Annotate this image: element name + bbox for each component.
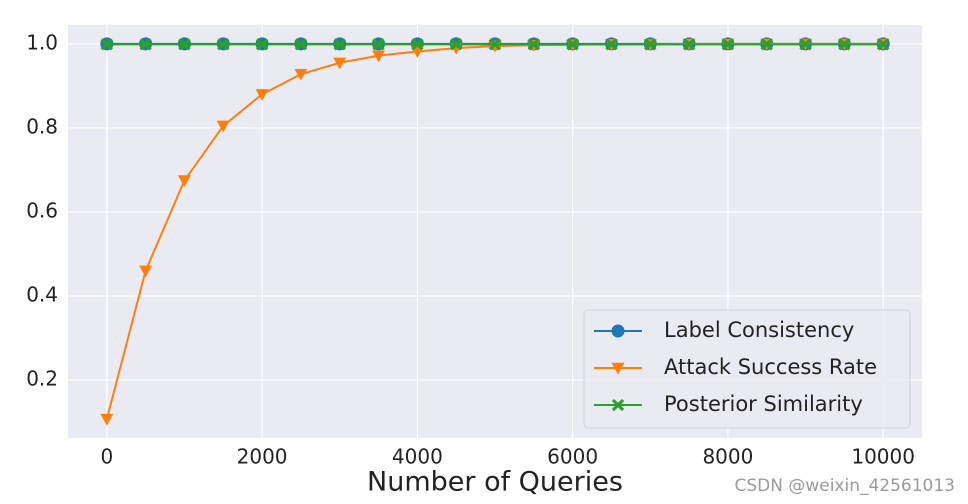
y-tick-label: 0.6 <box>26 198 58 222</box>
marker <box>527 38 540 51</box>
marker <box>411 38 424 51</box>
marker <box>566 38 579 51</box>
marker <box>177 175 191 187</box>
marker <box>488 38 502 51</box>
marker <box>216 120 230 133</box>
marker <box>255 38 269 51</box>
marker <box>333 38 346 51</box>
legend-label: Posterior Similarity <box>664 392 863 416</box>
legend: Label Consistency Attack Success Rate Post… <box>583 309 911 429</box>
x-tick-label: 6000 <box>547 445 598 469</box>
marker <box>217 38 230 51</box>
marker <box>682 38 696 51</box>
marker <box>100 38 113 51</box>
marker <box>877 38 890 51</box>
marker <box>838 38 851 51</box>
x-tick-label: 4000 <box>392 445 443 469</box>
marker <box>178 38 191 51</box>
y-tick-label: 0.2 <box>26 367 58 391</box>
marker <box>372 38 385 51</box>
legend-marker <box>611 362 625 375</box>
y-tick-label: 0.8 <box>26 114 58 138</box>
legend-box <box>583 309 911 429</box>
x-tick-label: 10000 <box>851 445 915 469</box>
x-axis-label: Number of Queries <box>367 467 623 498</box>
legend-label: Label Consistency <box>664 318 854 342</box>
marker <box>100 413 114 426</box>
x-tick-label: 8000 <box>702 445 753 469</box>
legend-marker <box>611 398 625 412</box>
marker <box>372 50 386 63</box>
marker <box>760 38 773 51</box>
watermark: CSDN @weixin_42561013 <box>734 476 955 496</box>
x-tick-label: 0 <box>100 445 113 469</box>
marker <box>139 265 153 278</box>
marker <box>605 38 618 51</box>
legend-label: Attack Success Rate <box>664 355 877 379</box>
marker <box>255 89 269 101</box>
marker <box>644 38 657 51</box>
y-tick-label: 0.4 <box>26 282 58 306</box>
marker <box>294 38 308 51</box>
marker <box>799 38 812 51</box>
marker <box>294 68 308 81</box>
y-tick-label: 1.0 <box>26 30 58 54</box>
marker <box>139 38 152 51</box>
x-tick-label: 2000 <box>237 445 288 469</box>
marker <box>721 38 735 51</box>
marker <box>333 57 347 70</box>
legend-marker <box>611 324 625 338</box>
marker <box>450 38 463 51</box>
